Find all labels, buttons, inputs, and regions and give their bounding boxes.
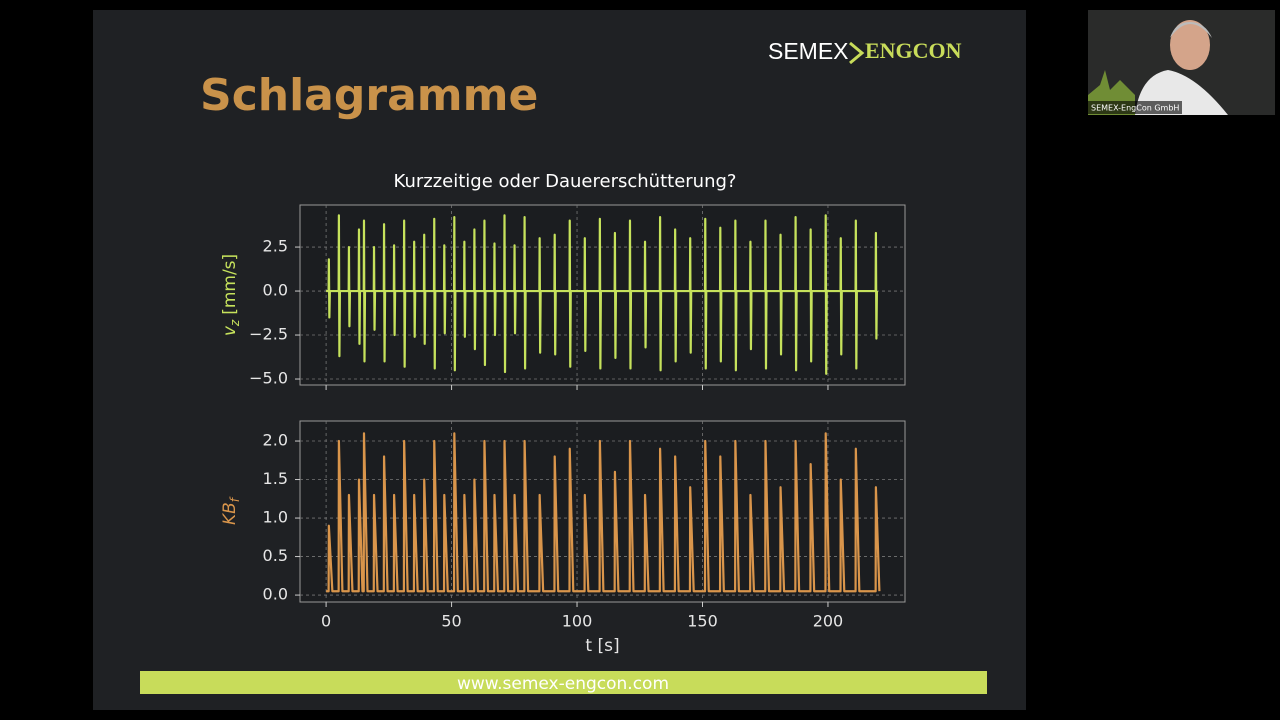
data-line [326,214,878,375]
logo-mark [849,41,865,65]
x-tick-label: 200 [813,612,844,631]
y-tick-label: 2.5 [263,237,288,256]
y-label-subscript: f [228,496,242,502]
video-tile: SEMEX-EngCon GmbH [1088,10,1275,115]
y-tick-label: −5.0 [249,369,288,388]
y-tick-label: 1.5 [263,469,288,488]
slide-title: Schlagramme [200,70,538,121]
x-tick-label: 50 [441,612,461,631]
video-person-head [1170,20,1210,70]
y-axis-label: KBf [220,496,242,525]
x-tick-label: 100 [562,612,593,631]
chart: 0.0 0.5 1.0 1.5 2.0 0 50 100 150 200 KBf t [s] [220,420,906,656]
chart-title: Kurzzeitige oder Dauererschütterung? [394,171,737,192]
y-label-unit: [mm/s] [220,254,240,315]
video-person-hair [1170,22,1212,38]
footer-url: www.semex-engcon.com [457,674,669,694]
chart: −5.0 −2.5 0.0 2.5 vz [mm/s] [220,204,906,390]
logo-left: SEMEX [768,38,849,64]
y-tick-label: 1.0 [263,508,288,527]
x-tick-label: 150 [687,612,718,631]
y-label-symbol: v [220,325,240,336]
y-label-symbol: KB [220,502,240,525]
y-tick-label: 0.0 [263,585,288,604]
video-caption-bg [1088,101,1182,114]
x-tick-label: 0 [321,612,331,631]
y-axis-label: vz [mm/s] [220,254,242,336]
y-tick-label: 0.0 [263,281,288,300]
x-axis-label: t [s] [585,636,619,656]
data-line [326,432,881,593]
logo-right: ENGCON [865,38,962,63]
plot-area [299,204,906,386]
footer-bar [140,671,987,694]
y-tick-label: −2.5 [249,325,288,344]
y-tick-label: 0.5 [263,546,288,565]
y-tick-label: 2.0 [263,431,288,450]
y-label-subscript: z [228,319,242,327]
video-caption: SEMEX-EngCon GmbH [1091,104,1179,113]
